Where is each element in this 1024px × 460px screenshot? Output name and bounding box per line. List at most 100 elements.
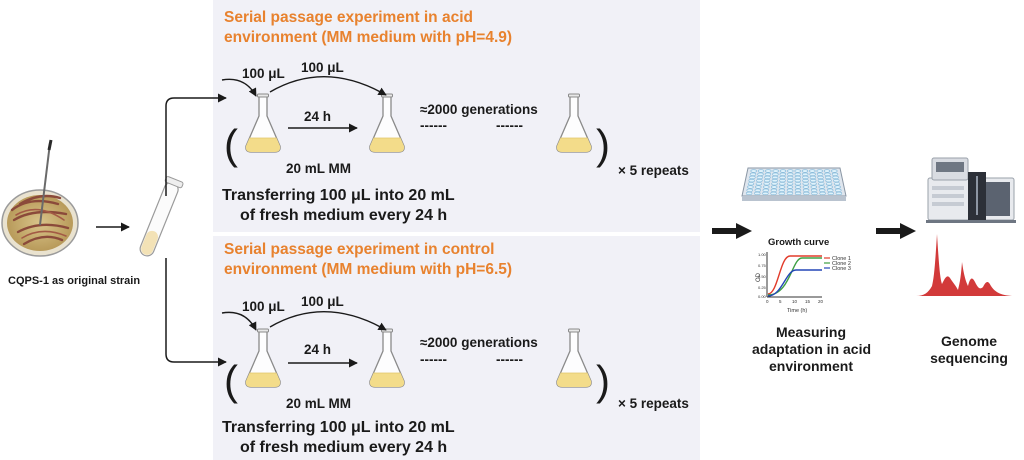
microplate-well	[801, 172, 809, 176]
microplate-well	[794, 179, 801, 183]
microplate-well	[801, 169, 809, 173]
acid-dashes-a: ------	[420, 118, 447, 133]
growth-curve-chart: OD Time (h) Clone 1 Clone 2 Clone 3 0 5 …	[756, 252, 851, 314]
microplate-well	[786, 185, 794, 189]
microplate-well	[802, 188, 810, 192]
microplate-well	[757, 169, 765, 173]
microplate-well	[786, 179, 794, 183]
genome-line1: Genome	[940, 333, 997, 349]
microplate-well	[835, 191, 843, 195]
microplate-well	[810, 185, 817, 189]
microplate-well	[802, 182, 809, 186]
acid-paren-open: (	[224, 121, 238, 168]
microplate-well	[827, 191, 834, 195]
microplate-well	[787, 169, 794, 173]
microplate-well	[771, 175, 779, 179]
control-generations: ≈2000 generations	[420, 335, 538, 350]
acid-generations: ≈2000 generations	[420, 102, 538, 117]
growth-ytick-2: 0.50	[758, 274, 767, 279]
microplate-well	[762, 191, 769, 195]
microplate-well	[833, 179, 840, 183]
growth-xtick-1: 5	[779, 299, 782, 304]
microplate-well	[817, 179, 825, 183]
microplate-well	[803, 191, 810, 195]
microplate-well	[754, 188, 761, 192]
control-desc-line2: of fresh medium every 24 h	[240, 439, 448, 456]
control-transfer-arrow	[269, 311, 387, 331]
acid-title-line2: environment (MM medium with pH=4.9)	[224, 29, 513, 46]
microplate-well	[810, 182, 817, 186]
microplate-well	[809, 175, 817, 179]
microplate-well	[771, 179, 778, 183]
microplate-well	[749, 175, 756, 179]
microplate-well	[763, 185, 770, 189]
acid-desc-line1: Transferring 100 μL into 20 mL	[222, 187, 455, 204]
control-interval: 24 h	[304, 342, 332, 357]
growth-xtick-0: 0	[766, 299, 769, 304]
microplate-well	[756, 179, 763, 183]
test-tube-icon	[139, 176, 184, 257]
growth-ytick-3: 0.25	[758, 285, 767, 290]
acid-vol-in: 100 μL	[242, 66, 285, 81]
microplate-well	[826, 185, 833, 189]
microplate-well	[809, 172, 816, 176]
control-paren-open: (	[224, 357, 238, 404]
growth-xlabel: Time (h)	[787, 308, 807, 314]
microplate-well	[763, 182, 770, 186]
measuring-label: Measuring adaptation in acid environment	[752, 324, 871, 375]
microplate-well	[787, 172, 794, 176]
microplate-well	[757, 172, 764, 176]
growth-legend-2: Clone 2	[832, 261, 851, 267]
microplate-well	[786, 191, 794, 195]
microplate-well	[794, 169, 801, 173]
acid-inoculate-arrow	[221, 78, 257, 97]
microplate-well	[810, 188, 818, 192]
control-repeats: × 5 repeats	[618, 396, 689, 411]
microplate-well	[747, 182, 755, 186]
microplate-well	[786, 182, 794, 186]
microplate-well	[818, 188, 826, 192]
control-panel	[213, 236, 700, 460]
microplate-well	[778, 191, 785, 195]
microplate-well	[747, 185, 754, 189]
microplate-well	[818, 182, 825, 186]
microplate-well	[823, 169, 831, 173]
sequencing-peaks-icon	[916, 234, 1012, 296]
genome-label: Genome sequencing	[918, 333, 1020, 367]
microplate-well	[779, 169, 787, 173]
microplate-well	[824, 172, 831, 176]
microplate-well	[802, 175, 809, 179]
microplate-well	[786, 188, 794, 192]
growth-ytick-1: 0.75	[758, 263, 767, 268]
microplate-well	[833, 182, 841, 186]
microplate-well	[771, 182, 778, 186]
clone1-curve	[767, 255, 822, 295]
microplate-well	[745, 191, 753, 195]
microplate-well	[835, 188, 842, 192]
microplate-well	[802, 185, 810, 189]
microplate-well	[809, 179, 817, 183]
acid-repeats: × 5 repeats	[618, 163, 689, 178]
control-vol-transfer: 100 μL	[301, 294, 344, 309]
control-title-line1: Serial passage experiment in control	[224, 241, 495, 258]
microplate-well	[746, 188, 753, 192]
petri-dish-icon	[1, 139, 79, 257]
microplate-well	[834, 185, 841, 189]
microplate-well	[772, 169, 779, 173]
microplate-well	[831, 169, 838, 173]
microplate-well	[826, 188, 834, 192]
microplate-well	[779, 172, 786, 176]
microplate-well	[811, 191, 818, 195]
microplate-well	[825, 179, 832, 183]
microplate-well	[755, 182, 763, 186]
microplate-well	[762, 188, 769, 192]
microplate-well	[779, 182, 786, 186]
acid-medium: 20 mL MM	[286, 161, 352, 176]
growth-xtick-2: 10	[792, 299, 798, 304]
genome-line2: sequencing	[930, 350, 1008, 366]
growth-title: Growth curve	[768, 237, 830, 248]
microplate-well	[779, 175, 786, 179]
clone2-curve	[767, 257, 822, 296]
